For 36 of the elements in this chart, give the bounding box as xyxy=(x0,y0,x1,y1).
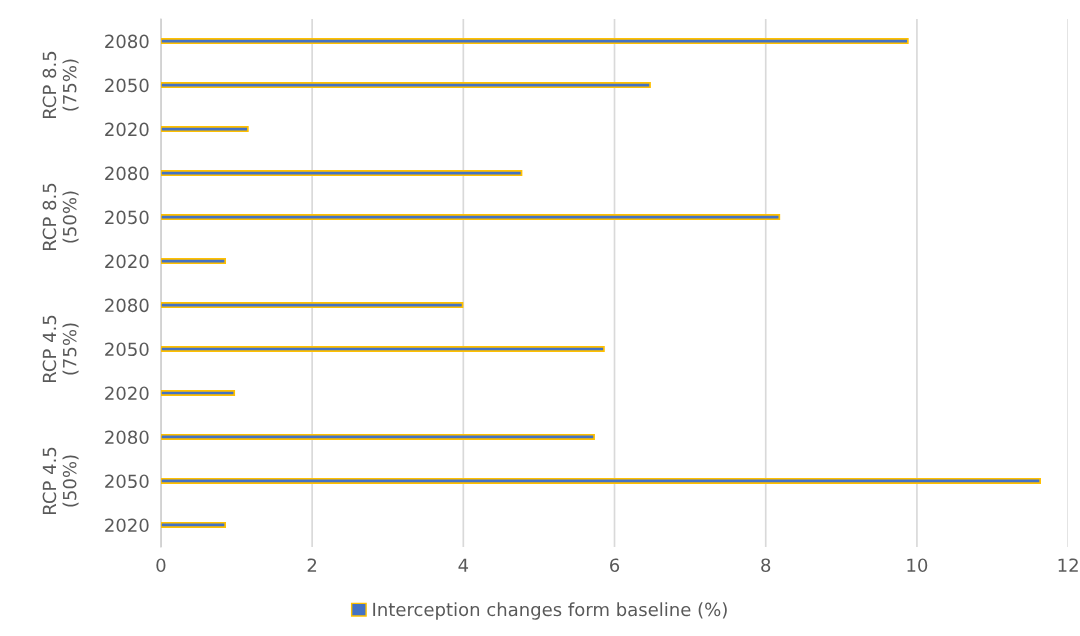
y-tick-label: 2050 xyxy=(105,342,149,357)
y-tick-label: 2080 xyxy=(105,430,149,445)
x-tick-label: 10 xyxy=(907,558,928,573)
bar xyxy=(160,82,651,89)
x-tick-label: 12 xyxy=(1058,558,1078,572)
bar xyxy=(160,38,909,45)
bar xyxy=(160,126,249,133)
bar xyxy=(160,257,227,265)
bar xyxy=(160,433,595,441)
y-tick-label: 2080 xyxy=(105,166,149,181)
y-tick-label: 2020 xyxy=(105,254,149,269)
y-tick-label: 2050 xyxy=(105,210,149,225)
y-tick-label: 2080 xyxy=(105,34,149,49)
bar xyxy=(160,170,523,177)
bar xyxy=(160,521,227,528)
y-tick-label: 2020 xyxy=(105,122,149,137)
text: RCP 8.5 (50%) xyxy=(42,183,79,251)
text: RCP 8.5 (75%) xyxy=(42,51,79,119)
x-tick-label: 8 xyxy=(761,558,771,573)
y-tick-label: 2050 xyxy=(105,474,149,489)
x-tick-label: 6 xyxy=(610,558,620,573)
x-tick-label: 2 xyxy=(307,558,317,572)
bar xyxy=(160,214,781,221)
y-tick-label: 2020 xyxy=(105,518,149,533)
y-tick-label: 2020 xyxy=(105,386,149,401)
bar xyxy=(160,477,1041,485)
x-tick-label: 0 xyxy=(156,558,166,573)
y-tick-label: 2080 xyxy=(105,298,149,313)
bar xyxy=(160,345,605,353)
bar xyxy=(160,301,464,309)
text: RCP 4.5 (75%) xyxy=(42,315,79,383)
x-tick-label: 4 xyxy=(458,558,469,572)
y-tick-label: 2050 xyxy=(105,78,149,93)
legend-label: Interception changes form baseline (%) xyxy=(373,602,727,620)
bar xyxy=(160,389,236,397)
text: RCP 4.5 (50%) xyxy=(42,447,79,514)
